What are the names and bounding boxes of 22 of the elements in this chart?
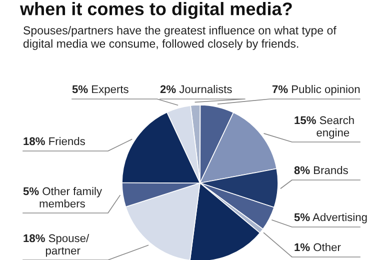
data-label: 18% [24,234,45,242]
data-label: 5% [72,85,88,94]
data-label: 18% [24,137,45,146]
slice-label: Spouse/ partner [46,234,90,257]
slice-label: Journalists [179,85,232,94]
slice-label: Friends [49,137,85,146]
slice-label: Advertising [312,213,367,224]
slice-label: Search engine [316,116,354,139]
slice-label: Public opinion [292,85,360,96]
data-label: 5% [294,213,310,222]
data-label: 5% [23,187,39,196]
chart-title: when it comes to digital media? [20,2,292,19]
data-label: 7% [272,85,288,94]
slice-label: Other [314,243,341,252]
slice-label: Other family members [40,187,102,208]
data-label: 1% [294,243,310,252]
chart-subtitle: Spouses/partners have the greatest influence on what type of digital media we consume, followed closely by friends. [23,26,336,50]
slice-label: Brands [314,166,348,174]
slice-label: Experts [92,85,128,96]
data-label: 15% [294,116,316,124]
data-label: 8% [294,166,310,174]
data-label: 2% [160,85,176,94]
